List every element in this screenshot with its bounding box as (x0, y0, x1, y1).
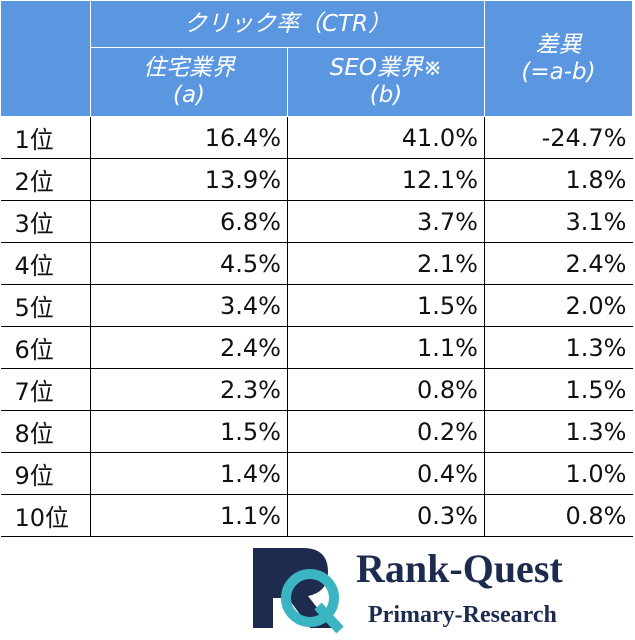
value-cell: 1.3% (484, 326, 633, 369)
value-cell: 13.9% (90, 158, 288, 201)
rank-cell: 1位 (0, 116, 91, 159)
table-row: 9位 1.4% 0.4% 1.0% (0, 452, 633, 495)
rank-cell: 3位 (0, 200, 91, 243)
rank-cell: 10位 (0, 494, 91, 537)
header-label: 差異 (535, 31, 582, 58)
rank-cell: 7位 (0, 368, 91, 411)
value-cell: 1.0% (484, 452, 633, 495)
value-cell: 2.1% (287, 242, 485, 285)
table-row: 6位 2.4% 1.1% 1.3% (0, 326, 633, 369)
group-header: クリック率（CTR） (90, 0, 485, 48)
value-cell: 2.4% (90, 326, 288, 369)
table-row: 2位 13.9% 12.1% 1.8% (0, 158, 633, 201)
value-cell: 0.8% (484, 494, 633, 537)
rank-cell: 5位 (0, 284, 91, 327)
table-row: 4位 4.5% 2.1% 2.4% (0, 242, 633, 285)
diff-header: 差異 (=a-b) (484, 0, 633, 117)
value-cell: 3.7% (287, 200, 485, 243)
value-cell: 2.3% (90, 368, 288, 411)
value-cell: 3.1% (484, 200, 633, 243)
value-cell: 1.5% (287, 284, 485, 327)
value-cell: 1.5% (484, 368, 633, 411)
value-cell: 2.0% (484, 284, 633, 327)
value-cell: 0.8% (287, 368, 485, 411)
value-cell: 1.8% (484, 158, 633, 201)
header-sub: (a) (172, 82, 206, 108)
value-cell: 0.2% (287, 410, 485, 453)
value-cell: 12.1% (287, 158, 485, 201)
corner-cell (0, 0, 91, 117)
value-cell: 2.4% (484, 242, 633, 285)
value-cell: -24.7% (484, 116, 633, 159)
logo-tagline: Primary-Research (368, 602, 557, 628)
table-row: 8位 1.5% 0.2% 1.3% (0, 410, 633, 453)
rank-cell: 9位 (0, 452, 91, 495)
column-header: SEO業界※ (b) (287, 47, 485, 117)
header-label: 住宅業界 (143, 55, 235, 81)
rank-cell: 4位 (0, 242, 91, 285)
logo: Rank-Quest Primary-Research (253, 546, 563, 634)
rank-cell: 2位 (0, 158, 91, 201)
value-cell: 0.4% (287, 452, 485, 495)
column-header: 住宅業界 (a) (90, 47, 288, 117)
value-cell: 1.5% (90, 410, 288, 453)
header-sub: (=a-b) (521, 58, 596, 85)
value-cell: 41.0% (287, 116, 485, 159)
table-row: 3位 6.8% 3.7% 3.1% (0, 200, 633, 243)
logo-name: Rank-Quest (356, 546, 563, 591)
table-row: 7位 2.3% 0.8% 1.5% (0, 368, 633, 411)
table-body: 1位 16.4% 41.0% -24.7% 2位 13.9% 12.1% 1.8% 3位 6.8%… (0, 116, 633, 537)
value-cell: 1.1% (287, 326, 485, 369)
header-sub: (b) (369, 82, 403, 108)
value-cell: 16.4% (90, 116, 288, 159)
value-cell: 1.1% (90, 494, 288, 537)
ctr-table: クリック率（CTR） 差異 (=a-b) 住宅業界 (a) SEO業界※ (b) 1位… (0, 0, 633, 537)
rank-cell: 6位 (0, 326, 91, 369)
value-cell: 1.4% (90, 452, 288, 495)
value-cell: 3.4% (90, 284, 288, 327)
value-cell: 6.8% (90, 200, 288, 243)
table-row: 1位 16.4% 41.0% -24.7% (0, 116, 633, 159)
table-row: 5位 3.4% 1.5% 2.0% (0, 284, 633, 327)
table-row: 10位 1.1% 0.3% 0.8% (0, 494, 633, 537)
value-cell: 1.3% (484, 410, 633, 453)
header-label: SEO業界※ (329, 55, 443, 81)
rank-cell: 8位 (0, 410, 91, 453)
value-cell: 0.3% (287, 494, 485, 537)
value-cell: 4.5% (90, 242, 288, 285)
